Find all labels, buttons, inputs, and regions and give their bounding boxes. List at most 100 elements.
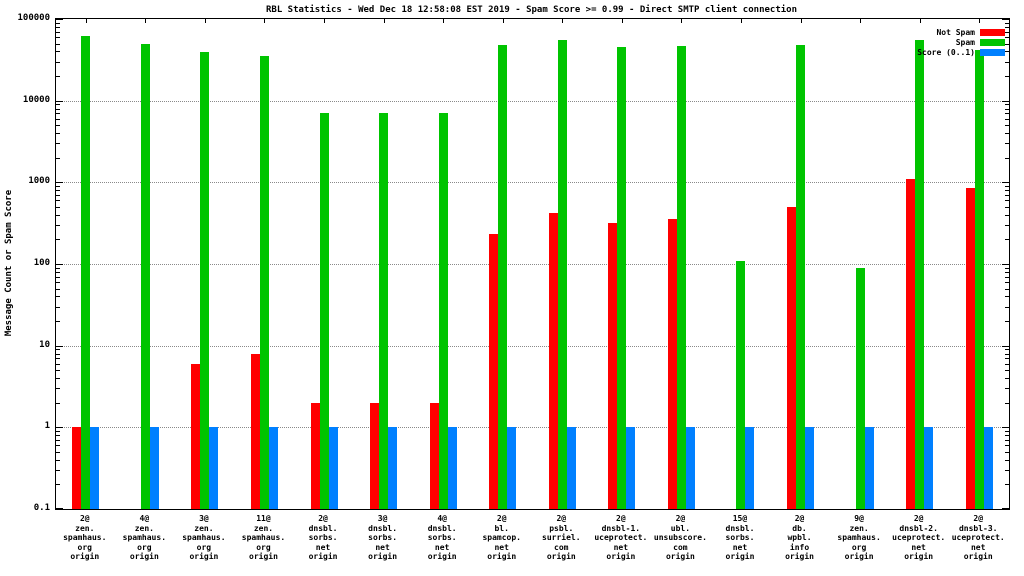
- y-axis-minor-tick: [56, 271, 60, 273]
- x-axis-tick: [204, 19, 206, 23]
- bar-score-0-1-: [924, 427, 934, 509]
- x-axis-tick-label: 3@ dnsbl. sorbs. net origin: [368, 514, 398, 561]
- legend-label: Not Spam: [936, 28, 975, 37]
- y-axis-minor-tick: [56, 276, 60, 278]
- y-axis-minor-tick: [1005, 194, 1009, 196]
- y-axis-minor-tick: [56, 51, 60, 53]
- y-axis-minor-tick: [1005, 370, 1009, 372]
- y-axis-minor-tick: [1005, 186, 1009, 188]
- y-axis-minor-tick: [56, 133, 60, 135]
- y-axis-tick-label: 10000: [22, 94, 50, 105]
- x-axis-tick: [860, 19, 862, 23]
- y-axis-tick: [56, 345, 63, 347]
- y-axis-tick-label: 1: [44, 421, 50, 432]
- y-axis-minor-tick: [1005, 470, 1009, 472]
- y-axis-minor-tick: [56, 206, 60, 208]
- x-axis-tick: [621, 19, 623, 23]
- y-axis-minor-tick: [56, 282, 60, 284]
- bar-not-spam: [310, 402, 320, 509]
- y-axis-minor-tick: [1005, 200, 1009, 202]
- bar-spam: [438, 113, 448, 509]
- y-axis-minor-tick: [56, 76, 60, 78]
- y-axis-minor-tick: [1005, 31, 1009, 33]
- y-axis-minor-tick: [1005, 402, 1009, 404]
- y-axis-minor-tick: [56, 296, 60, 298]
- y-gridline: [56, 100, 1009, 102]
- y-axis-minor-tick: [1005, 388, 1009, 390]
- x-axis-tick-label: 15@ dnsbl. sorbs. net origin: [725, 514, 755, 561]
- y-axis-minor-tick: [56, 190, 60, 192]
- bar-score-0-1-: [149, 427, 159, 509]
- legend-entry: Not Spam: [936, 28, 1005, 37]
- y-axis-tick: [1002, 100, 1009, 102]
- y-axis-minor-tick: [56, 125, 60, 127]
- y-axis-minor-tick: [1005, 358, 1009, 360]
- y-axis-minor-tick: [56, 378, 60, 380]
- bar-spam: [617, 47, 627, 509]
- y-gridline: [56, 264, 1009, 265]
- bar-score-0-1-: [328, 427, 338, 509]
- y-axis-minor-tick: [56, 370, 60, 372]
- y-axis-minor-tick: [56, 306, 60, 308]
- x-axis-tick: [145, 19, 147, 23]
- y-axis-minor-tick: [1005, 239, 1009, 241]
- x-axis-tick: [324, 19, 326, 23]
- y-axis-minor-tick: [56, 200, 60, 202]
- y-axis-minor-tick: [1005, 43, 1009, 45]
- y-axis-minor-tick: [56, 104, 60, 106]
- y-axis-tick: [1002, 264, 1009, 265]
- bar-spam: [796, 45, 806, 509]
- y-axis-tick: [1002, 508, 1009, 509]
- y-axis-minor-tick: [1005, 296, 1009, 298]
- y-axis-minor-tick: [1005, 353, 1009, 355]
- x-axis-tick-label: 2@ zen. spamhaus. org origin: [63, 514, 107, 561]
- y-axis-minor-tick: [56, 353, 60, 355]
- x-axis-tick-label: 2@ psbl. surriel. com origin: [542, 514, 581, 561]
- bar-score-0-1-: [507, 427, 517, 509]
- bar-spam: [140, 43, 150, 509]
- y-axis-tick: [56, 508, 63, 509]
- bar-not-spam: [906, 178, 916, 509]
- bar-score-0-1-: [983, 427, 993, 509]
- y-axis-minor-tick: [56, 37, 60, 39]
- x-axis-tick: [740, 19, 742, 23]
- bar-score-0-1-: [805, 427, 815, 509]
- bar-not-spam: [608, 222, 618, 509]
- bar-not-spam: [489, 234, 499, 509]
- x-axis-tick: [562, 19, 564, 23]
- y-axis-minor-tick: [56, 143, 60, 145]
- y-axis-minor-tick: [56, 22, 60, 24]
- bar-spam: [676, 45, 686, 509]
- y-axis-minor-tick: [56, 108, 60, 110]
- legend-label: Spam: [955, 38, 975, 47]
- y-axis-minor-tick: [1005, 439, 1009, 441]
- y-axis-minor-tick: [1005, 321, 1009, 323]
- x-axis-tick: [979, 19, 981, 23]
- y-axis-tick-label: 100: [33, 258, 50, 268]
- bar-not-spam: [370, 402, 380, 509]
- y-axis-tick: [1002, 345, 1009, 347]
- y-axis-minor-tick: [56, 225, 60, 227]
- y-axis-minor-tick: [56, 445, 60, 447]
- y-axis-minor-tick: [1005, 435, 1009, 437]
- x-axis-tick-label: 11@ zen. spamhaus. org origin: [241, 514, 286, 561]
- x-axis-tick: [502, 19, 504, 23]
- legend: Not Spam Spam Score (0..1): [917, 28, 1005, 57]
- y-axis-minor-tick: [1005, 37, 1009, 39]
- bar-spam: [855, 267, 865, 509]
- y-axis-minor-tick: [56, 321, 60, 323]
- bar-score-0-1-: [685, 427, 695, 509]
- bar-not-spam: [191, 363, 201, 509]
- y-axis-minor-tick: [1005, 104, 1009, 106]
- bar-score-0-1-: [566, 427, 576, 509]
- y-axis-minor-tick: [56, 439, 60, 441]
- y-axis-tick-label: 10: [39, 339, 50, 350]
- y-axis-minor-tick: [1005, 267, 1009, 269]
- y-axis-minor-tick: [56, 388, 60, 390]
- y-axis-minor-tick: [56, 484, 60, 486]
- bar-spam: [259, 56, 269, 509]
- y-axis-minor-tick: [1005, 451, 1009, 453]
- y-axis-minor-tick: [56, 363, 60, 365]
- y-axis-minor-tick: [1005, 214, 1009, 216]
